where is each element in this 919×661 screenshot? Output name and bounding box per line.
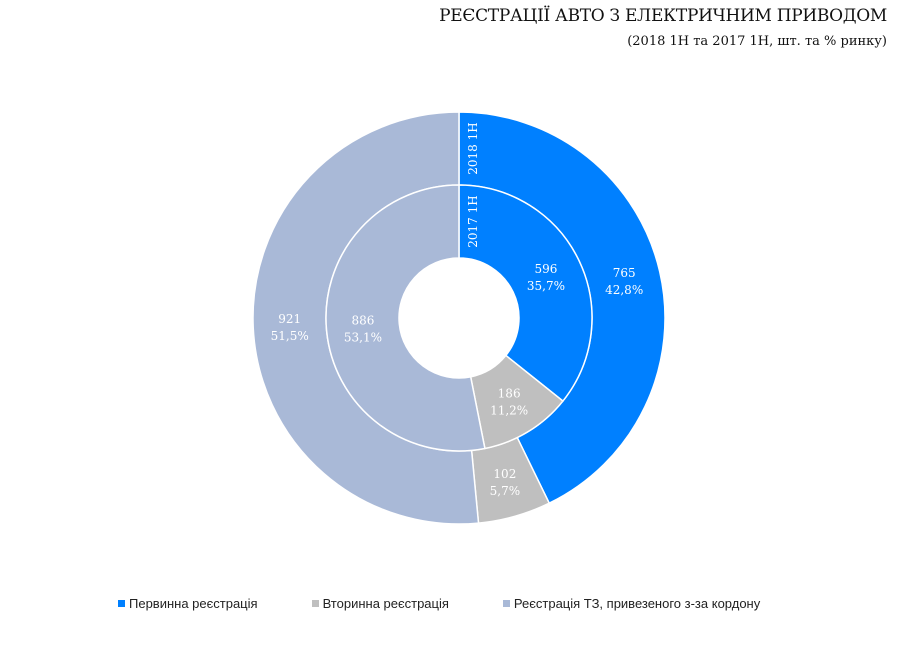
legend-item: Первинна реєстрація <box>118 596 258 611</box>
percent-label: 42,8% <box>605 283 643 297</box>
ring-label: 2017 1H <box>466 195 480 247</box>
legend-label: Вторинна реєстрація <box>322 596 449 611</box>
percent-label: 5,7% <box>490 484 521 498</box>
percent-label: 11,2% <box>490 403 528 417</box>
slice-2017-0 <box>458 184 593 403</box>
legend-item: Реєстрація ТЗ, привезеного з-за кордону <box>502 596 761 611</box>
legend-label: Первинна реєстрація <box>129 596 258 611</box>
legend-item: Вторинна реєстрація <box>311 596 449 611</box>
chart-subtitle: (2018 1H та 2017 1H, шт. та % ринку) <box>627 34 887 49</box>
legend-label: Реєстрація ТЗ, привезеного з-за кордону <box>513 596 761 611</box>
percent-label: 35,7% <box>527 279 565 293</box>
data-label: 886 <box>352 313 375 327</box>
slice-2017-2 <box>325 184 486 452</box>
percent-label: 53,1% <box>344 330 382 344</box>
legend-swatch <box>311 600 319 607</box>
chart-title: РЕЄСТРАЦІЇ АВТО З ЕЛЕКТРИЧНИМ ПРИВОДОМ <box>439 6 887 26</box>
data-label: 186 <box>498 386 521 400</box>
data-label: 596 <box>535 262 558 276</box>
data-label: 921 <box>278 312 301 326</box>
ring-label: 2018 1H <box>466 122 480 174</box>
data-label: 102 <box>493 467 516 481</box>
legend: Первинна реєстрація Вторинна реєстрація Ре… <box>118 596 814 611</box>
percent-label: 51,5% <box>271 329 309 343</box>
legend-swatch <box>118 600 125 607</box>
legend-swatch <box>502 600 510 607</box>
data-label: 765 <box>613 266 636 280</box>
